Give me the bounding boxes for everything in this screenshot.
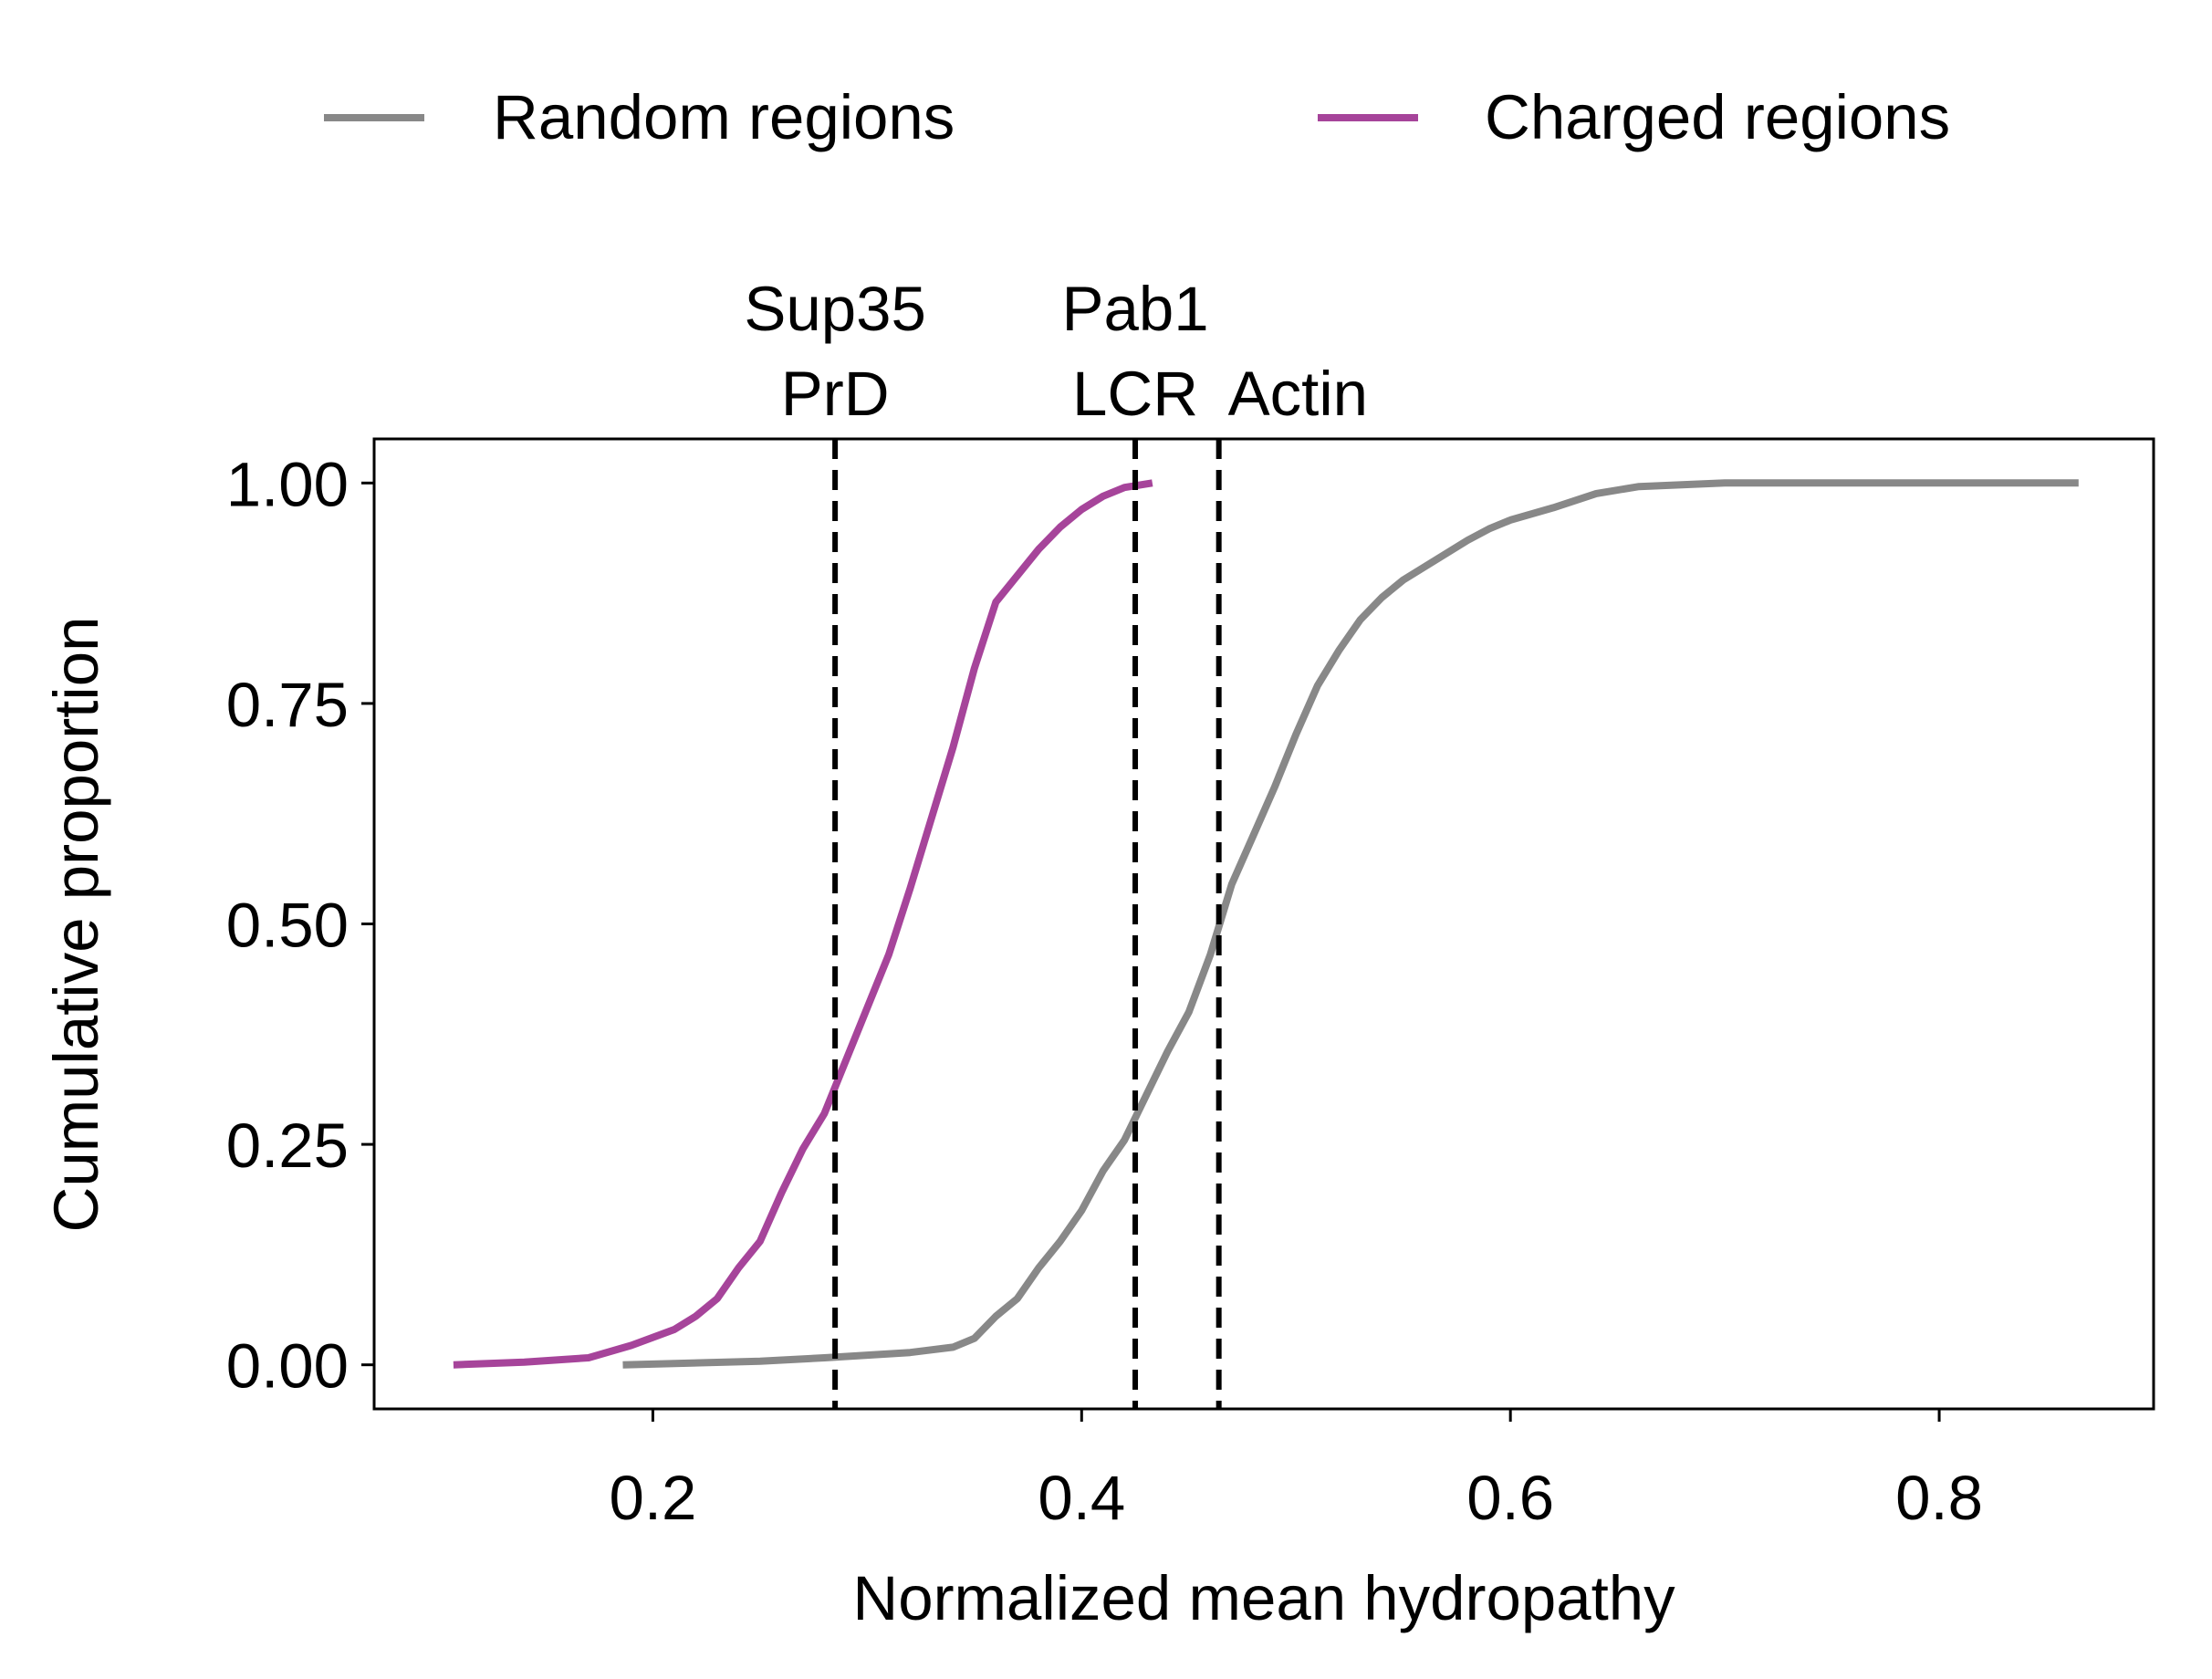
series-line-1 — [453, 479, 1153, 1369]
x-tick-label-3: 0.8 — [1895, 1463, 1983, 1533]
x-tick-label-1: 0.4 — [1038, 1463, 1125, 1533]
series-layer — [453, 479, 2079, 1369]
y-tick-label-1: 0.25 — [226, 1111, 349, 1181]
plot-frame — [372, 437, 2155, 1411]
reference-label-1-0: Pab1 — [1061, 274, 1208, 344]
y-axis-label: Cumulative proportion — [41, 616, 111, 1232]
reference-label-0-1: PrD — [781, 359, 890, 429]
legend-label-charged: Charged regions — [1485, 82, 1950, 152]
reference-lines: Sup35 PrD Pab1 LCR Actin — [744, 274, 1368, 1409]
legend-label-random: Random regions — [493, 82, 955, 152]
series-line-0 — [622, 479, 2079, 1369]
y-tick-label-0: 0.00 — [226, 1331, 349, 1402]
x-tick-label-2: 0.6 — [1466, 1463, 1554, 1533]
legend: Random regions Charged regions — [324, 82, 1950, 152]
y-tick-label-4: 1.00 — [226, 449, 349, 519]
x-axis-ticks: 0.2 0.4 0.6 0.8 — [609, 1409, 1983, 1533]
x-axis-label: Normalized mean hydropathy — [852, 1563, 1675, 1633]
y-tick-label-3: 0.75 — [226, 670, 349, 740]
y-axis-ticks: 0.00 0.25 0.50 0.75 1.00 — [226, 449, 374, 1402]
reference-label-0-0: Sup35 — [744, 274, 926, 344]
y-tick-label-2: 0.50 — [226, 891, 349, 961]
x-tick-label-0: 0.2 — [609, 1463, 696, 1533]
reference-label-2-0: Actin — [1228, 359, 1368, 429]
reference-label-1-1: LCR — [1072, 359, 1198, 429]
